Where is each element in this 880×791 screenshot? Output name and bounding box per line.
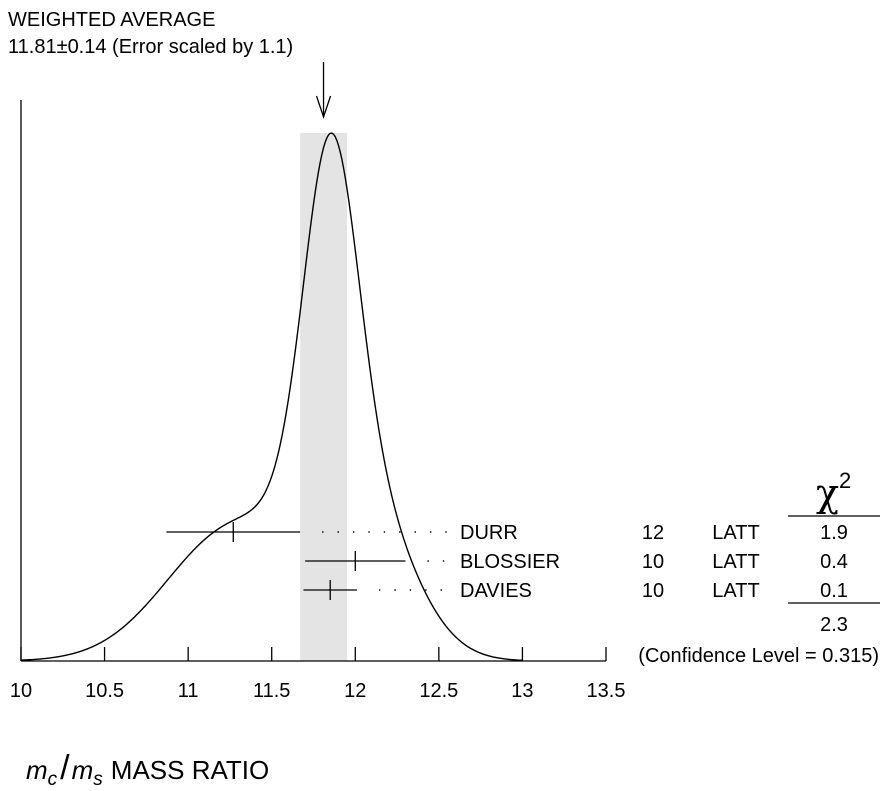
chart-subtitle: 11.81±0.14 (Error scaled by 1.1) [8,36,293,58]
x-axis-ticks [20,647,607,661]
measurement-ref: 10 [642,551,664,573]
measurement-tech: LATT [712,580,759,602]
x-axis-label: mc/ms MASS RATIO [26,749,269,790]
measurement-name: BLOSSIER [460,551,560,573]
x-axis-tick-labels: 10 10.5 11 11.5 12 12.5 13 13.5 [10,680,626,702]
measurement-row: BLOSSIER 10 LATT 0.4 [305,551,848,573]
average-error-band [300,133,347,661]
average-arrow [315,62,332,120]
x-tick-label: 10 [10,680,32,702]
measurement-name: DURR [460,522,518,544]
x-tick-label: 11 [178,680,199,702]
measurement-chi2: 0.1 [820,580,848,602]
measurement-tech: LATT [712,551,759,573]
measurement-chi2: 1.9 [820,522,848,544]
measurement-row: DAVIES 10 LATT 0.1 [303,580,848,602]
x-tick-label: 10.5 [85,680,124,702]
measurement-ref: 12 [642,522,664,544]
measurement-row: DURR 12 LATT 1.9 [166,522,848,544]
x-tick-label: 12 [344,680,366,702]
chi2-total: 2.3 [820,614,848,636]
measurement-name: DAVIES [460,580,532,602]
chi2-header: χ2 [816,468,851,515]
measurement-ref: 10 [642,580,664,602]
x-tick-label: 13.5 [587,680,626,702]
chart-title: WEIGHTED AVERAGE [8,9,215,31]
x-tick-label: 12.5 [419,680,458,702]
x-tick-label: 11.5 [253,680,290,702]
measurement-chi2: 0.4 [820,551,848,573]
measurement-tech: LATT [712,522,759,544]
ideogram-curve [20,132,523,662]
x-tick-label: 13 [511,680,533,702]
measurements-group: DURR 12 LATT 1.9 BLOSSIER 10 LATT 0.4 DAVIES 10 LA… [166,522,848,602]
confidence-level: (Confidence Level = 0.315) [638,645,879,667]
